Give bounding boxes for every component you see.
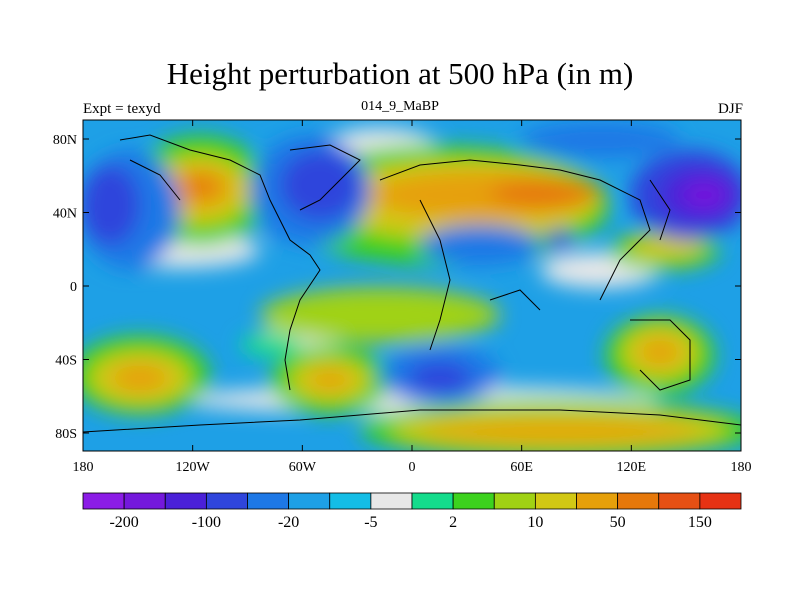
x-tick-label: 120E [617, 460, 647, 475]
chart-title: Height perturbation at 500 hPa (in m) [166, 56, 634, 91]
colorbar-label: -20 [278, 514, 299, 531]
colorbar-swatch [534, 492, 577, 510]
y-tick-label: 80N [53, 133, 77, 148]
colorbar-label: -100 [192, 514, 221, 531]
x-tick-label: 60W [289, 460, 317, 475]
colorbar-swatch [123, 492, 166, 510]
colorbar-swatch [164, 492, 207, 510]
case-label: 014_9_MaBP [361, 99, 439, 114]
colorbar-label: 10 [527, 514, 543, 531]
x-tick-label: 180 [731, 460, 752, 475]
colorbar-label: -5 [364, 514, 377, 531]
colorbar-swatch [452, 492, 495, 510]
colorbar-swatch [658, 492, 701, 510]
colorbar-swatch [205, 492, 248, 510]
y-tick-label: 40S [55, 354, 77, 369]
experiment-label: Expt = texyd [83, 101, 161, 117]
x-axis: 180 120W 60W 0 60E 120E 180 [73, 120, 752, 475]
y-tick-label: 80S [55, 427, 77, 442]
colorbar-swatch [288, 492, 331, 510]
x-tick-label: 120W [176, 460, 211, 475]
colorbar-label: 50 [610, 514, 626, 531]
colorbar-swatch [617, 492, 660, 510]
x-tick-label: 0 [409, 460, 416, 475]
colorbar-swatch [82, 492, 125, 510]
colorbar-swatch [370, 492, 413, 510]
colorbar-swatch [247, 492, 290, 510]
colorbar-label: 2 [449, 514, 457, 531]
colorbar-swatch [493, 492, 536, 510]
season-label: DJF [717, 101, 743, 117]
colorbar-label: 150 [688, 514, 712, 531]
x-tick-label: 180 [73, 460, 94, 475]
y-tick-label: 40N [53, 207, 77, 222]
y-axis: 80N 40N 0 40S 80S [53, 133, 741, 442]
colorbar-label: -200 [109, 514, 138, 531]
colorbar-swatch [411, 492, 454, 510]
colorbar-swatch [699, 492, 742, 510]
y-tick-label: 0 [70, 280, 77, 295]
height-field [83, 120, 741, 451]
colorbar: -200 -100 -20 -5 2 10 50 150 [82, 492, 742, 531]
x-tick-label: 60E [510, 460, 533, 475]
colorbar-swatch [576, 492, 619, 510]
coastlines [83, 134, 741, 433]
colorbar-swatch [329, 492, 372, 510]
